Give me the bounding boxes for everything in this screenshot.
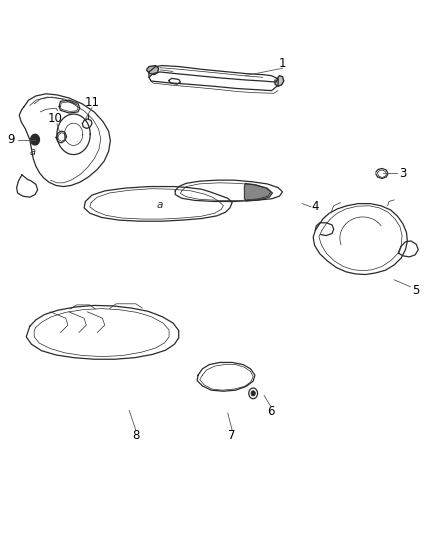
- Text: a: a: [30, 147, 36, 157]
- Text: 3: 3: [399, 167, 406, 180]
- Text: 8: 8: [132, 429, 139, 442]
- Polygon shape: [275, 76, 284, 86]
- Polygon shape: [244, 183, 272, 201]
- Text: 7: 7: [228, 429, 236, 442]
- Circle shape: [31, 134, 39, 145]
- Text: 4: 4: [311, 200, 319, 213]
- Text: 10: 10: [47, 112, 62, 125]
- Text: 6: 6: [267, 405, 275, 418]
- Text: 9: 9: [7, 133, 15, 146]
- Text: 1: 1: [279, 57, 286, 70]
- Circle shape: [251, 391, 255, 396]
- Text: 5: 5: [413, 284, 420, 297]
- Polygon shape: [147, 66, 159, 75]
- Text: a: a: [157, 200, 163, 210]
- Text: 11: 11: [85, 96, 99, 109]
